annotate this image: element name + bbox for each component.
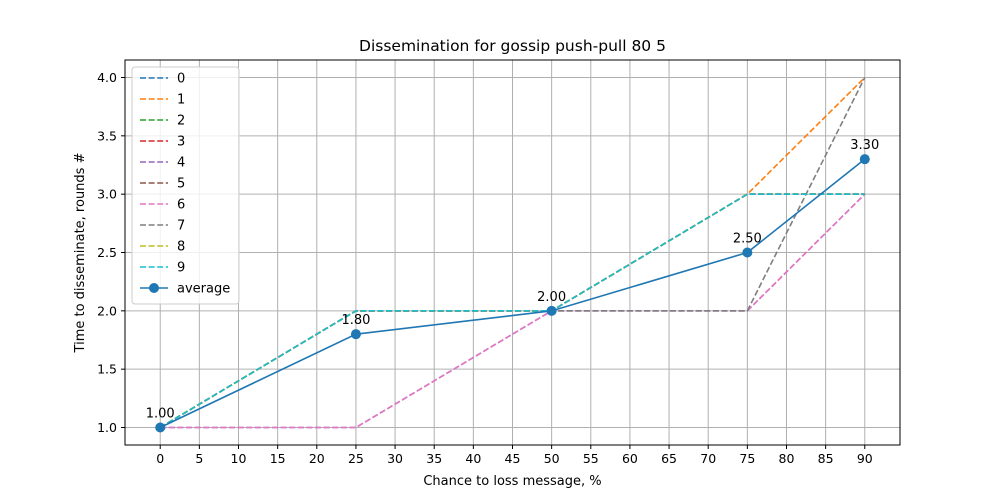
legend-label-8: 8 [177, 240, 185, 255]
legend-box [131, 66, 240, 305]
legend-label-2: 2 [177, 114, 185, 129]
y-tick-label: 1.5 [97, 362, 117, 377]
y-tick-label: 1.0 [97, 420, 117, 435]
legend-label-7: 7 [177, 219, 185, 234]
legend-label-6: 6 [177, 198, 185, 213]
average-data-label: 2.50 [733, 232, 762, 247]
average-marker [742, 247, 753, 258]
x-tick-label: 65 [661, 451, 677, 466]
x-tick-label: 30 [387, 451, 403, 466]
legend-label-0: 0 [177, 72, 185, 87]
average-data-label: 1.00 [146, 407, 175, 422]
x-tick-label: 90 [857, 451, 873, 466]
x-tick-label: 85 [818, 451, 834, 466]
y-tick-label: 2.0 [97, 303, 117, 318]
y-tick-label: 4.0 [97, 70, 117, 85]
average-data-label: 3.30 [850, 138, 879, 153]
x-axis-label: Chance to loss message, % [423, 474, 601, 489]
y-axis-ticks: 1.0 1.5 2.0 2.5 3.0 3.5 4.0 [97, 70, 125, 435]
x-tick-label: 50 [544, 451, 560, 466]
x-tick-label: 0 [156, 451, 164, 466]
legend-label-1: 1 [177, 93, 185, 108]
average-data-label: 1.80 [341, 313, 370, 328]
average-data-label: 2.00 [537, 290, 566, 305]
x-tick-label: 25 [348, 451, 364, 466]
legend-label-9: 9 [177, 261, 185, 276]
x-tick-label: 70 [700, 451, 716, 466]
x-tick-label: 5 [195, 451, 203, 466]
average-markers [155, 154, 870, 433]
legend: 0 1 2 3 4 5 6 7 8 9 average [131, 66, 240, 305]
legend-label-average: average [177, 282, 230, 297]
x-tick-label: 55 [583, 451, 599, 466]
average-marker [350, 329, 361, 340]
x-axis-ticks: 0 5 10 15 20 25 30 35 40 45 50 55 60 65 70 75 80 85 90 [156, 445, 873, 466]
x-tick-label: 15 [270, 451, 286, 466]
x-tick-label: 20 [309, 451, 325, 466]
x-tick-label: 75 [739, 451, 755, 466]
x-tick-label: 35 [426, 451, 442, 466]
chart-title: Dissemination for gossip push-pull 80 5 [359, 37, 666, 55]
legend-marker-average [149, 283, 159, 293]
y-tick-label: 3.0 [97, 187, 117, 202]
legend-label-3: 3 [177, 135, 185, 150]
x-tick-label: 10 [231, 451, 247, 466]
x-tick-label: 45 [505, 451, 521, 466]
y-tick-label: 2.5 [97, 245, 117, 260]
legend-label-4: 4 [177, 156, 185, 171]
x-tick-label: 40 [465, 451, 481, 466]
y-tick-label: 3.5 [97, 128, 117, 143]
x-tick-label: 80 [779, 451, 795, 466]
average-marker [859, 154, 870, 165]
x-tick-label: 60 [622, 451, 638, 466]
legend-label-5: 5 [177, 177, 185, 192]
y-axis-label: Time to disseminate, rounds # [73, 153, 88, 354]
data-labels: 1.00 1.80 2.00 2.50 3.30 [146, 138, 879, 421]
average-marker [155, 422, 166, 433]
average-marker [546, 305, 557, 316]
